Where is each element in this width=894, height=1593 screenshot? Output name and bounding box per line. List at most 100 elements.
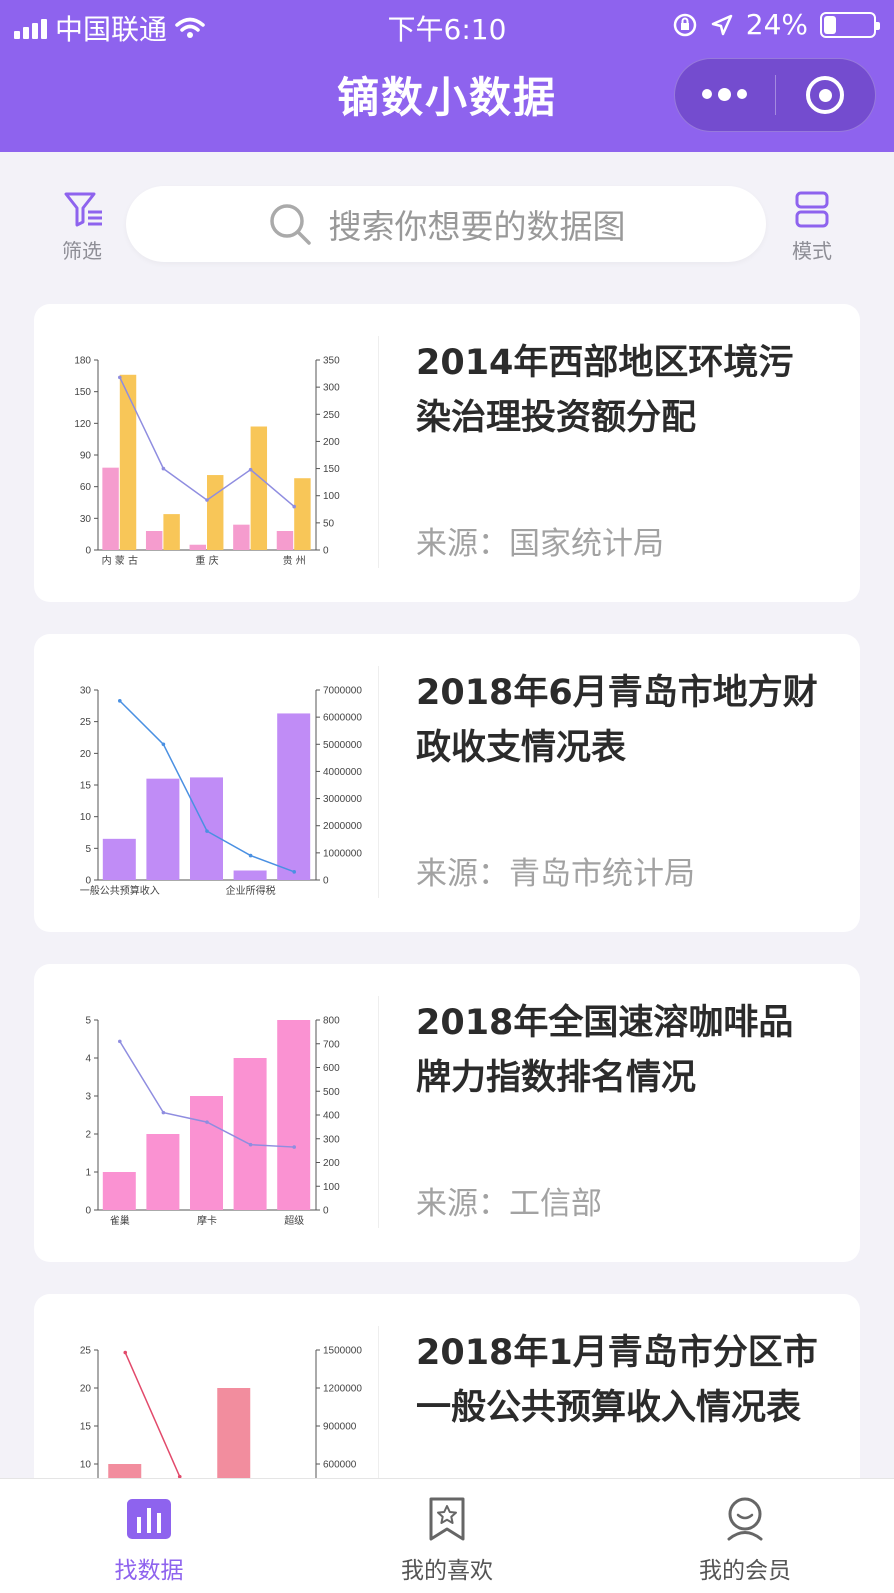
right-tick-label: 200 (323, 1158, 340, 1169)
x-tick-label: 贵 州 (283, 554, 306, 567)
chart-thumbnail: 0 5 10 15 20 25 30 0 1000000 2000000 3000000 400000… (80, 686, 363, 898)
right-tick-label: 250 (323, 410, 340, 421)
left-tick-label: 15 (80, 1422, 92, 1433)
tab-bar: 找数据 我的喜欢 我的会员 (0, 1478, 894, 1593)
chart-bar (119, 374, 137, 550)
filter-button[interactable]: 筛选 (48, 190, 116, 264)
chart-point (123, 1350, 128, 1355)
chart-bar (146, 778, 180, 880)
right-tick-label: 300 (323, 1134, 340, 1145)
chart-bar (163, 514, 180, 550)
header-bar: 中国联通 下午6:10 24% 镝数小数据 (0, 0, 894, 152)
right-tick-label: 600 (323, 1063, 340, 1074)
tab-find-data[interactable]: 找数据 (0, 1479, 298, 1593)
search-input[interactable]: 搜索你想要的数据图 (126, 186, 766, 262)
more-button[interactable] (675, 59, 775, 131)
card-divider (378, 1326, 379, 1558)
right-tick-label: 2000000 (323, 821, 362, 832)
left-tick-label: 4 (85, 1054, 91, 1065)
chart-point (248, 853, 253, 858)
filter-icon (64, 192, 102, 227)
chart-bar (207, 475, 224, 550)
chart-point (161, 742, 166, 747)
chart-point (292, 504, 296, 509)
chart-bar (233, 524, 250, 550)
left-tick-label: 0 (85, 876, 91, 887)
chart-bar (233, 870, 267, 880)
chart-point (118, 1039, 122, 1044)
right-tick-label: 200 (323, 437, 340, 448)
left-tick-label: 20 (80, 749, 92, 760)
chart-point (248, 467, 253, 472)
chart-point (161, 466, 166, 471)
left-tick-label: 30 (80, 514, 92, 525)
chart-point (205, 829, 209, 833)
close-button[interactable] (776, 59, 876, 131)
card-source: 来源：青岛市统计局 (416, 856, 695, 892)
card-divider (378, 996, 379, 1228)
card-divider (378, 336, 379, 568)
rotation-lock-icon (673, 13, 697, 36)
left-tick-label: 25 (80, 1346, 92, 1357)
status-bar: 中国联通 下午6:10 24% (0, 0, 894, 50)
left-tick-label: 90 (80, 451, 92, 462)
chart-bar (250, 426, 268, 550)
left-tick-label: 2 (85, 1130, 91, 1141)
more-dots-icon (702, 88, 748, 101)
chart-thumbnail: 0 30 60 90 120 150 180 0 50 100 150 200 250 300 350 内 蒙… (74, 356, 340, 568)
chart-point (177, 1474, 182, 1479)
right-tick-label: 7000000 (323, 686, 362, 697)
left-tick-label: 5 (85, 844, 91, 855)
card-title: 2014年西部地区环境污染治理投资额分配 (416, 343, 794, 438)
right-tick-label: 150 (323, 464, 340, 475)
x-tick-label: 超级 (284, 1214, 304, 1227)
mini-program-capsule (674, 58, 876, 132)
right-tick-label: 0 (323, 1206, 329, 1217)
card-divider (378, 666, 379, 898)
bar-chart-icon (125, 1495, 173, 1543)
chart-bar (102, 1172, 136, 1210)
tab-my-membership[interactable]: 我的会员 (596, 1479, 894, 1593)
right-tick-label: 0 (323, 546, 329, 557)
layout-mode-icon (795, 191, 829, 228)
right-tick-label: 600000 (323, 1460, 357, 1471)
x-tick-label: 内 蒙 古 (102, 554, 138, 567)
chart-card[interactable]: 0 5 10 15 20 25 30 0 1000000 2000000 3000000 400000… (34, 634, 860, 932)
chart-point (292, 1145, 296, 1149)
mode-button[interactable]: 模式 (778, 190, 846, 264)
battery-level (824, 15, 836, 34)
right-tick-label: 50 (323, 518, 335, 529)
right-tick-label: 400 (323, 1111, 340, 1122)
card-title: 2018年全国速溶咖啡品牌力指数排名情况 (416, 1003, 794, 1098)
right-tick-label: 100 (323, 491, 340, 502)
left-tick-label: 120 (74, 419, 91, 430)
search-placeholder: 搜索你想要的数据图 (328, 207, 626, 246)
chart-point (161, 1110, 166, 1115)
x-tick-label: 一般公共预算收入 (80, 884, 160, 897)
tab-my-likes[interactable]: 我的喜欢 (298, 1479, 596, 1593)
right-tick-label: 800 (323, 1016, 340, 1027)
chart-card[interactable]: 0 1 2 3 4 5 0 100 200 300 400 500 600 700 800 雀巢 摩卡 超级 20… (34, 964, 860, 1262)
chart-bar (102, 838, 136, 880)
chart-bar (277, 713, 311, 880)
chart-card[interactable]: 0 30 60 90 120 150 180 0 50 100 150 200 250 300 350 内 蒙… (34, 304, 860, 602)
right-tick-label: 5000000 (323, 740, 362, 751)
chart-point (292, 870, 296, 874)
search-icon (269, 204, 311, 245)
chart-bar (276, 531, 294, 550)
right-tick-label: 100 (323, 1182, 340, 1193)
chart-bar (277, 1020, 311, 1210)
left-tick-label: 0 (85, 546, 91, 557)
chart-bar (294, 478, 311, 550)
card-title: 2018年1月青岛市分区市一般公共预算收入情况表 (416, 1333, 818, 1428)
x-tick-label: 重 庆 (195, 554, 218, 567)
right-tick-label: 6000000 (323, 713, 362, 724)
left-tick-label: 15 (80, 781, 92, 792)
chart-point (248, 1142, 253, 1147)
right-tick-label: 3000000 (323, 794, 362, 805)
chart-bar (190, 1096, 223, 1210)
left-tick-label: 180 (74, 356, 91, 367)
chart-bar (189, 544, 206, 550)
card-title: 2018年6月青岛市地方财政收支情况表 (416, 673, 818, 768)
x-tick-label: 企业所得税 (226, 884, 276, 897)
